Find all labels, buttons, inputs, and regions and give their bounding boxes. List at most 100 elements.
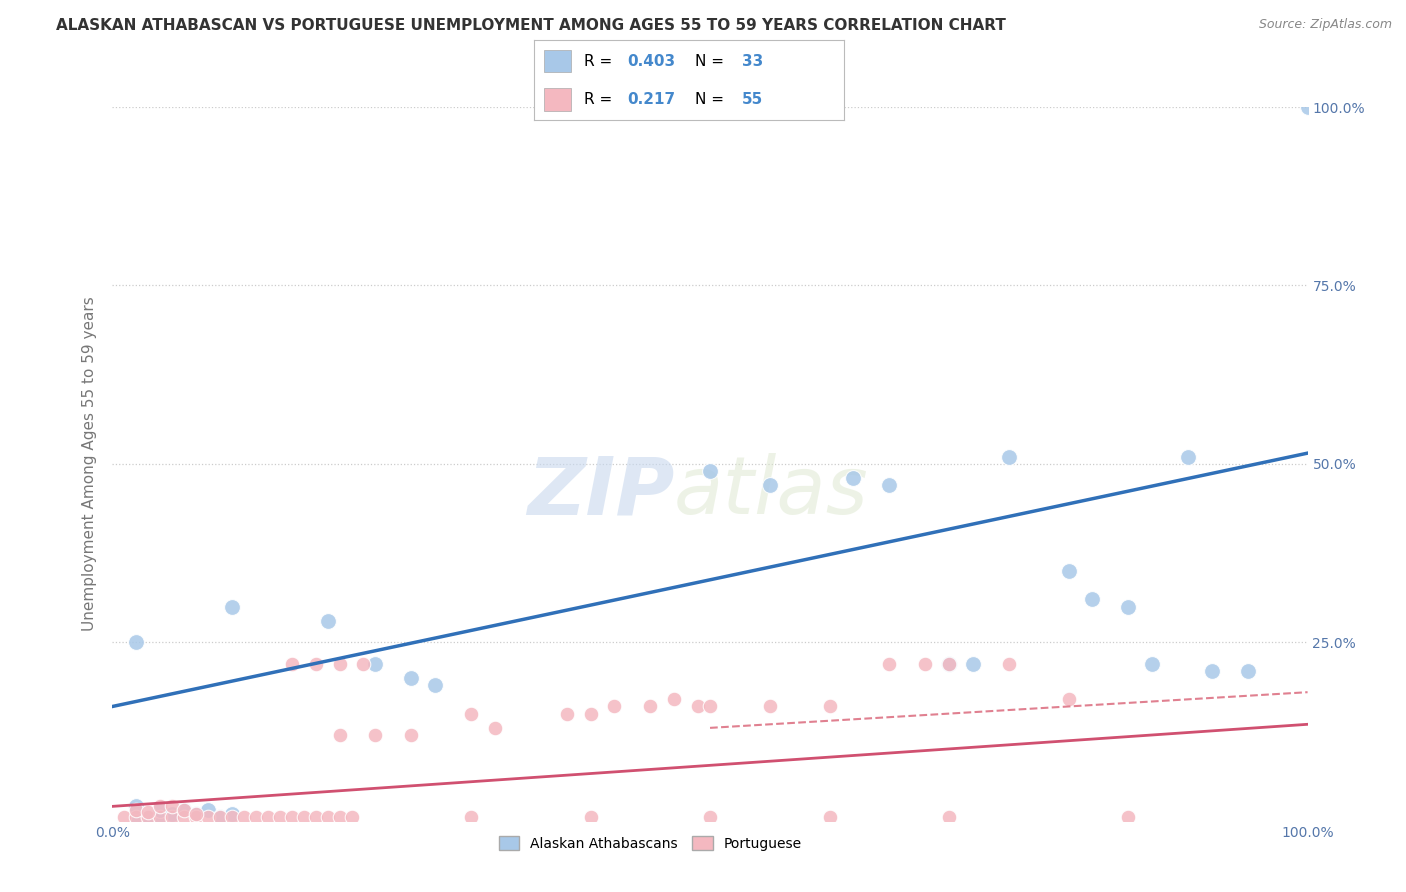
Point <box>998 657 1021 671</box>
Point <box>162 799 183 814</box>
Y-axis label: Unemployment Among Ages 55 to 59 years: Unemployment Among Ages 55 to 59 years <box>82 296 97 632</box>
Point <box>221 806 243 821</box>
Point <box>221 810 243 824</box>
Point <box>125 799 148 814</box>
Point <box>938 657 960 671</box>
Point <box>401 671 423 685</box>
FancyBboxPatch shape <box>544 50 571 72</box>
Point <box>197 803 219 817</box>
FancyBboxPatch shape <box>544 88 571 111</box>
Text: R =: R = <box>583 54 617 69</box>
Point <box>759 699 782 714</box>
Point <box>340 810 363 824</box>
Point <box>149 810 172 824</box>
Text: ALASKAN ATHABASCAN VS PORTUGUESE UNEMPLOYMENT AMONG AGES 55 TO 59 YEARS CORRELAT: ALASKAN ATHABASCAN VS PORTUGUESE UNEMPLO… <box>56 18 1007 33</box>
Point <box>759 478 782 492</box>
Legend: Alaskan Athabascans, Portuguese: Alaskan Athabascans, Portuguese <box>494 830 807 856</box>
Point <box>221 599 243 614</box>
Point <box>1296 100 1319 114</box>
Point <box>1237 664 1260 678</box>
Point <box>352 657 374 671</box>
Point <box>162 806 183 821</box>
Point <box>938 810 960 824</box>
Point <box>125 803 148 817</box>
Point <box>1142 657 1164 671</box>
Point <box>138 810 160 824</box>
Point <box>125 810 148 824</box>
Point <box>914 657 936 671</box>
Point <box>938 657 960 671</box>
Point <box>281 810 304 824</box>
Point <box>316 810 339 824</box>
Point <box>329 810 352 824</box>
Point <box>1177 450 1199 464</box>
Point <box>149 803 172 817</box>
Point <box>1201 664 1223 678</box>
Point <box>688 699 710 714</box>
Point <box>1118 810 1140 824</box>
Point <box>364 657 387 671</box>
Point <box>125 635 148 649</box>
Point <box>460 706 482 721</box>
Point <box>364 728 387 742</box>
Point <box>1118 599 1140 614</box>
Text: atlas: atlas <box>675 453 869 532</box>
Point <box>579 706 602 721</box>
Point <box>173 810 195 824</box>
Point <box>329 728 352 742</box>
Text: ZIP: ZIP <box>527 453 675 532</box>
Text: N =: N = <box>695 54 728 69</box>
Point <box>125 810 148 824</box>
Text: 33: 33 <box>741 54 763 69</box>
Point <box>640 699 662 714</box>
Point <box>664 692 686 706</box>
Text: N =: N = <box>695 92 728 107</box>
Point <box>1057 692 1080 706</box>
Point <box>1081 592 1104 607</box>
Point <box>579 810 602 824</box>
Text: R =: R = <box>583 92 617 107</box>
Point <box>149 799 172 814</box>
Point <box>699 464 721 478</box>
Point <box>269 810 291 824</box>
Point <box>149 810 172 824</box>
Point <box>879 478 901 492</box>
Point <box>292 810 315 824</box>
Point <box>962 657 984 671</box>
Point <box>316 614 339 628</box>
Point <box>245 810 267 824</box>
Point <box>162 810 183 824</box>
Text: Source: ZipAtlas.com: Source: ZipAtlas.com <box>1258 18 1392 31</box>
Point <box>401 728 423 742</box>
Point <box>425 678 447 692</box>
Point <box>209 810 232 824</box>
Point <box>603 699 626 714</box>
Point <box>699 810 721 824</box>
Point <box>186 806 208 821</box>
Point <box>818 699 841 714</box>
Point <box>484 721 506 735</box>
Point <box>114 810 135 824</box>
Point <box>305 657 328 671</box>
Point <box>879 657 901 671</box>
Point <box>699 699 721 714</box>
Point <box>138 805 160 819</box>
Point <box>555 706 578 721</box>
Point <box>197 810 219 824</box>
Point <box>233 810 256 824</box>
Point <box>305 810 328 824</box>
Point <box>460 810 482 824</box>
Point <box>281 657 304 671</box>
Point <box>818 810 841 824</box>
Text: 0.403: 0.403 <box>627 54 675 69</box>
Point <box>329 657 352 671</box>
Point <box>173 803 195 817</box>
Point <box>186 810 208 824</box>
Point <box>842 471 865 485</box>
Point <box>138 810 160 824</box>
Point <box>1057 564 1080 578</box>
Point <box>998 450 1021 464</box>
Point <box>257 810 280 824</box>
Point <box>173 803 195 817</box>
Text: 55: 55 <box>741 92 763 107</box>
